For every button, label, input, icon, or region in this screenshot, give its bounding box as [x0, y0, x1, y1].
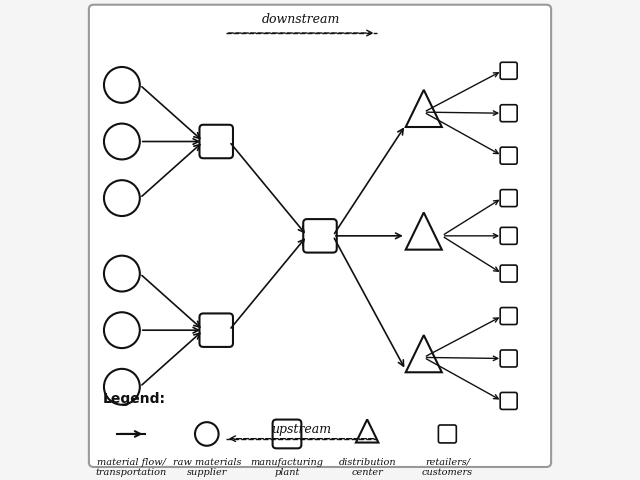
FancyBboxPatch shape [500, 147, 517, 164]
FancyBboxPatch shape [500, 308, 517, 324]
FancyBboxPatch shape [303, 219, 337, 252]
FancyBboxPatch shape [200, 313, 233, 347]
FancyBboxPatch shape [500, 393, 517, 409]
Text: downstream: downstream [262, 13, 340, 26]
FancyBboxPatch shape [500, 105, 517, 122]
FancyBboxPatch shape [500, 228, 517, 244]
FancyBboxPatch shape [438, 425, 456, 443]
FancyBboxPatch shape [500, 265, 517, 282]
Text: retailers/
customers: retailers/ customers [422, 457, 473, 477]
FancyBboxPatch shape [500, 350, 517, 367]
Text: raw materials
supplier: raw materials supplier [173, 457, 241, 477]
Text: Legend:: Legend: [103, 392, 166, 406]
Text: upstream: upstream [271, 423, 331, 436]
FancyBboxPatch shape [500, 190, 517, 206]
FancyBboxPatch shape [89, 5, 551, 467]
Text: distribution
center: distribution center [339, 457, 396, 477]
Text: manufacturing
plant: manufacturing plant [250, 457, 323, 477]
Text: material flow/
transportation: material flow/ transportation [96, 457, 167, 477]
FancyBboxPatch shape [500, 62, 517, 79]
FancyBboxPatch shape [200, 125, 233, 158]
FancyBboxPatch shape [273, 420, 301, 448]
